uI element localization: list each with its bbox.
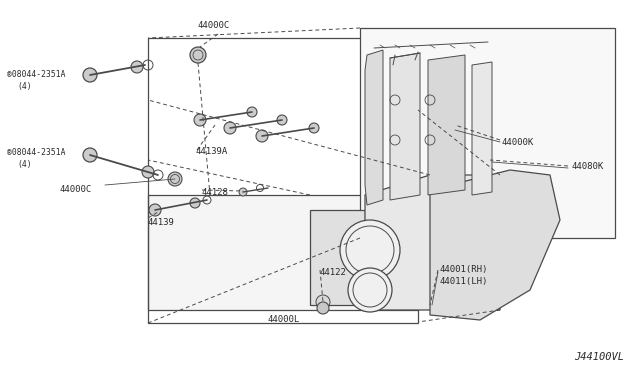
Text: 44011(LH): 44011(LH) <box>440 277 488 286</box>
Circle shape <box>317 302 329 314</box>
Circle shape <box>247 107 257 117</box>
Text: 44000C: 44000C <box>197 21 229 30</box>
Bar <box>360 28 615 238</box>
Text: 44139A: 44139A <box>196 147 228 156</box>
Circle shape <box>149 204 161 216</box>
Polygon shape <box>428 55 465 195</box>
Circle shape <box>224 122 236 134</box>
Text: 44139: 44139 <box>148 218 175 227</box>
Text: J44100VL: J44100VL <box>574 352 624 362</box>
Circle shape <box>83 68 97 82</box>
Circle shape <box>340 220 400 280</box>
Text: 44122: 44122 <box>320 268 347 277</box>
Text: (4): (4) <box>17 160 31 169</box>
Polygon shape <box>365 50 383 205</box>
Circle shape <box>348 268 392 312</box>
Text: 44000C: 44000C <box>60 185 92 194</box>
Text: 44000K: 44000K <box>502 138 534 147</box>
Circle shape <box>83 148 97 162</box>
Polygon shape <box>390 53 420 200</box>
Circle shape <box>256 130 268 142</box>
Circle shape <box>168 172 182 186</box>
Text: ®08044-2351A: ®08044-2351A <box>7 70 65 79</box>
Circle shape <box>309 123 319 133</box>
Text: 44080K: 44080K <box>572 162 604 171</box>
Bar <box>310 210 365 305</box>
Polygon shape <box>472 62 492 195</box>
Circle shape <box>190 47 206 63</box>
Circle shape <box>277 115 287 125</box>
Circle shape <box>190 198 200 208</box>
Circle shape <box>131 61 143 73</box>
Text: 44001(RH): 44001(RH) <box>440 265 488 274</box>
Text: (4): (4) <box>17 82 31 91</box>
Circle shape <box>239 188 247 196</box>
Text: 44000L: 44000L <box>268 315 300 324</box>
Text: ®08044-2351A: ®08044-2351A <box>7 148 65 157</box>
Circle shape <box>316 295 330 309</box>
Bar <box>148 195 418 310</box>
Text: 44128: 44128 <box>201 188 228 197</box>
Circle shape <box>142 166 154 178</box>
Bar <box>148 38 418 323</box>
Circle shape <box>194 114 206 126</box>
Polygon shape <box>365 175 500 310</box>
Polygon shape <box>430 170 560 320</box>
